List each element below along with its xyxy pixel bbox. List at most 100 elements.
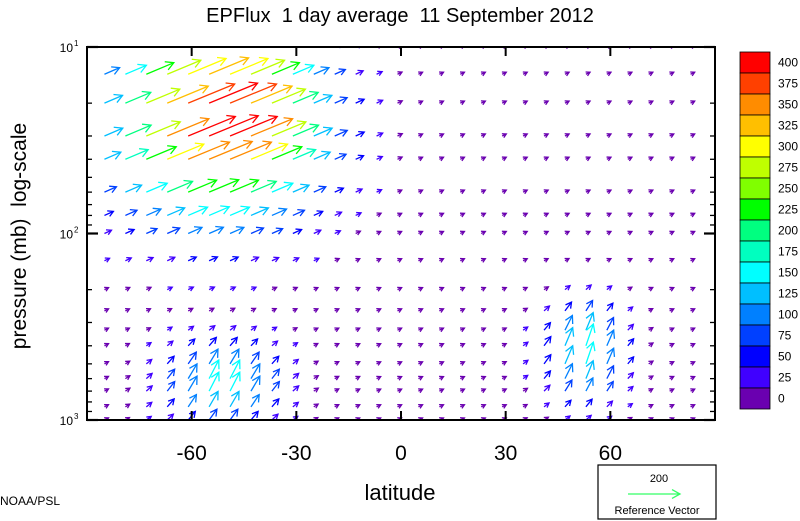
flux-vector (585, 100, 592, 106)
flux-vector (376, 188, 383, 194)
flux-vector (501, 71, 508, 77)
flux-vector (690, 212, 696, 218)
colorbar-swatch (739, 114, 771, 137)
flux-vector (187, 393, 198, 408)
flux-vector (690, 257, 696, 263)
flux-vector (459, 156, 466, 162)
flux-vector (606, 347, 616, 365)
flux-vector (627, 355, 635, 365)
flux-vector (166, 206, 186, 217)
flux-vector (543, 257, 550, 263)
colorbar-label: 125 (778, 287, 798, 301)
y-tick-label: 10 (60, 228, 74, 242)
flux-vector (397, 286, 403, 292)
flux-vector (585, 212, 592, 218)
flux-vector (313, 150, 332, 160)
flux-vector (564, 212, 571, 218)
flux-vector (606, 212, 613, 218)
y-tick-label: 10 (60, 414, 74, 428)
flux-vector (669, 327, 675, 333)
flux-vector (543, 156, 550, 162)
flux-vector (522, 326, 529, 332)
flux-vector (376, 375, 382, 381)
flux-vector (125, 228, 136, 235)
flux-vector (104, 210, 115, 217)
colorbar-label: 325 (778, 119, 798, 133)
flux-vector (648, 230, 655, 236)
flux-vector (271, 380, 281, 392)
chart-title: EPFlux 1 day average 11 September 2012 (206, 5, 594, 27)
colorbar-label: 250 (778, 182, 798, 196)
flux-vector (480, 100, 487, 106)
flux-vector (229, 205, 251, 217)
flux-vector (188, 47, 190, 48)
flux-vector (313, 286, 320, 292)
flux-vector (418, 286, 424, 292)
colorbar-label: 175 (778, 245, 798, 259)
flux-vector (376, 257, 382, 263)
flux-vector (271, 368, 281, 380)
colorbar-swatch (739, 345, 771, 368)
flux-vector (355, 98, 366, 105)
flux-vector (606, 380, 614, 392)
flux-vector (187, 205, 209, 217)
colorbar-label: 50 (778, 350, 792, 364)
flux-vector (146, 61, 176, 75)
flux-vector (355, 230, 362, 236)
flux-vector (104, 342, 110, 348)
flux-vector (669, 375, 675, 381)
flux-vector (292, 286, 299, 292)
colorbar-label: 0 (778, 392, 785, 406)
flux-vector (543, 353, 552, 365)
flux-vector (250, 206, 270, 217)
flux-vector (648, 156, 655, 162)
flux-vector (501, 230, 508, 236)
flux-vector (355, 403, 361, 409)
y-axis-label: pressure (mb) log-scale (8, 123, 31, 349)
flux-vector (230, 47, 232, 48)
colorbar-swatch (739, 387, 771, 410)
flux-vector (459, 360, 466, 366)
flux-vector (501, 388, 508, 394)
flux-vector (313, 66, 331, 75)
flux-vector (459, 308, 466, 313)
flux-vector (418, 388, 424, 394)
flux-vector (522, 100, 529, 106)
flux-vector (627, 402, 634, 409)
flux-vector (145, 384, 154, 392)
flux-vector (229, 56, 270, 75)
flux-vector (480, 375, 487, 381)
flux-vector (355, 257, 361, 263)
credit-label: NOAA/PSL (0, 494, 60, 508)
flux-vector (208, 178, 240, 193)
flux-vector (166, 397, 176, 408)
flux-vector (355, 327, 361, 333)
flux-vector (669, 71, 675, 77)
flux-vector (418, 375, 424, 381)
flux-vector (125, 209, 139, 217)
flux-vector (334, 308, 341, 313)
flux-vector (271, 355, 280, 365)
flux-vector (522, 387, 529, 393)
flux-vector (543, 335, 552, 347)
flux-vector (543, 71, 550, 77)
flux-vector (501, 403, 508, 409)
flux-vector (187, 56, 228, 75)
flux-vector (690, 327, 696, 333)
flux-vector (313, 360, 320, 366)
flux-vector (125, 374, 132, 381)
flux-vector (627, 371, 635, 380)
flux-vector (397, 99, 404, 106)
colorbar-swatch (739, 219, 771, 242)
flux-vector (501, 327, 508, 333)
flux-vector (606, 364, 615, 379)
flux-vector (166, 58, 203, 75)
flux-vector (690, 360, 696, 366)
flux-vector (229, 286, 237, 292)
flux-vector (229, 255, 240, 263)
x-tick-label: -30 (281, 442, 311, 465)
flux-vector (501, 100, 508, 106)
flux-vector (313, 374, 320, 381)
flux-vector (439, 308, 445, 313)
flux-vector (271, 47, 274, 48)
